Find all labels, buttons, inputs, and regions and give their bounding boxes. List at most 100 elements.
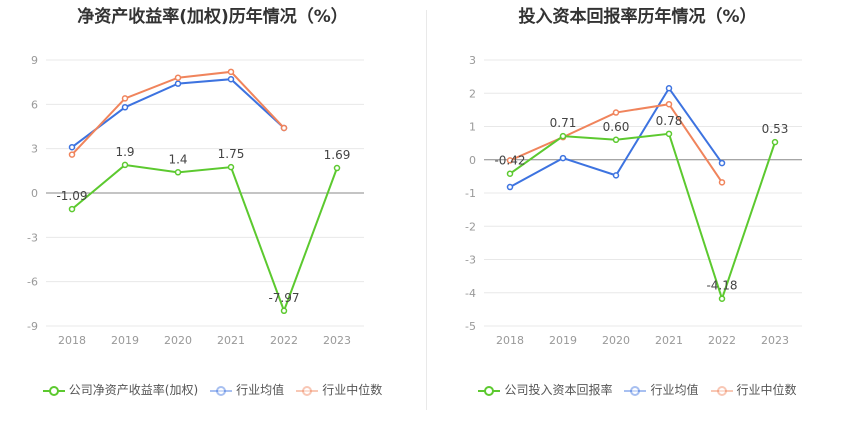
legend-swatch — [478, 385, 501, 396]
y-tick-label: 0 — [469, 154, 476, 167]
y-tick-label: -2 — [465, 220, 476, 233]
x-tick-label: 2020 — [602, 334, 630, 347]
x-tick-label: 2019 — [549, 334, 577, 347]
y-tick-label: -9 — [27, 320, 38, 333]
x-tick-label: 2020 — [164, 334, 192, 347]
legend-label: 行业均值 — [236, 383, 285, 397]
x-tick-label: 2023 — [323, 334, 351, 347]
data-point — [333, 164, 341, 172]
roe-line-chart: 9 6 3 0 -3 -6 -9 2018 2019 2020 2021 2022 2023 -1.09 1… — [27, 54, 364, 347]
legend-entry[interactable]: 公司净资产收益率(加权) — [42, 381, 199, 398]
y-tick-label: 1 — [469, 121, 476, 134]
legend-entry[interactable]: 公司投入资本回报率 — [478, 381, 612, 398]
data-point — [612, 172, 620, 179]
data-point — [280, 307, 288, 315]
y-tick-label: -3 — [27, 231, 38, 244]
roe-chart-panel: 净资产收益率(加权)历年情况（%） 9 6 3 0 -3 -6 -9 2018 2019 2020… — [0, 7, 425, 398]
data-label: 0.78 — [656, 114, 683, 128]
data-point — [121, 104, 129, 111]
data-point — [506, 183, 514, 191]
data-point — [612, 109, 620, 116]
x-tick-label: 2018 — [496, 334, 524, 347]
x-tick-label: 2021 — [655, 334, 683, 347]
legend-label: 行业均值 — [650, 383, 699, 397]
data-point — [718, 295, 726, 302]
data-label: 0.71 — [550, 116, 577, 130]
legend-swatch — [42, 385, 65, 396]
legend-entry[interactable]: 行业中位数 — [296, 381, 382, 398]
roic-chart-panel: 投入资本回报率历年情况（%） 3 2 1 0 -1 -2 -3 -4 -5 2018 2019 202… — [425, 0, 850, 437]
y-tick-label: -4 — [465, 287, 476, 300]
data-point — [559, 154, 567, 162]
data-point — [718, 159, 726, 167]
legend-label: 公司净资产收益率(加权) — [68, 383, 199, 397]
y-tick-label: -6 — [27, 276, 38, 289]
data-label: 1.69 — [324, 148, 351, 162]
y-tick-label: -3 — [465, 254, 476, 267]
data-point — [280, 124, 288, 132]
data-point — [665, 100, 673, 108]
legend-label: 行业中位数 — [736, 383, 797, 397]
chart-title: 投入资本回报率历年情况（%） — [518, 7, 757, 27]
data-point — [121, 95, 129, 102]
y-tick-label: 3 — [469, 54, 476, 67]
x-tick-label: 2022 — [270, 334, 298, 347]
data-point — [665, 85, 673, 92]
data-point — [506, 157, 514, 164]
chart-legend: 公司净资产收益率(加权) 行业均值 行业中位数 — [0, 381, 425, 398]
y-tick-label: 6 — [31, 98, 38, 111]
x-tick-label: 2023 — [761, 334, 789, 347]
data-point — [174, 74, 182, 81]
data-point — [612, 136, 620, 144]
data-point — [559, 132, 567, 140]
data-point — [227, 163, 235, 171]
legend-swatch — [710, 385, 733, 396]
legend-swatch — [624, 385, 647, 396]
legend-label: 公司投入资本回报率 — [504, 383, 613, 397]
legend-entry[interactable]: 行业均值 — [210, 381, 284, 398]
y-tick-label: -5 — [465, 320, 476, 333]
data-point — [506, 170, 514, 177]
data-point — [68, 205, 76, 213]
data-label: -0.42 — [494, 154, 525, 168]
y-tick-label: 0 — [31, 187, 38, 200]
data-label: 0.60 — [603, 120, 630, 134]
legend-entry[interactable]: 行业均值 — [624, 381, 699, 398]
data-label: -1.09 — [56, 189, 87, 203]
series-line — [71, 78, 285, 148]
roic-line-chart: 3 2 1 0 -1 -2 -3 -4 -5 2018 2019 2020 2021 2022 2023 -0… — [465, 54, 802, 347]
panel-divider — [426, 10, 427, 410]
legend-swatch — [296, 385, 319, 396]
legend-label: 行业中位数 — [322, 383, 383, 397]
data-point — [227, 68, 235, 76]
data-point — [665, 130, 673, 138]
data-point — [68, 151, 76, 158]
data-label: -4.18 — [706, 279, 737, 293]
x-tick-label: 2021 — [217, 334, 245, 347]
data-point — [718, 179, 726, 186]
y-tick-label: 9 — [31, 54, 38, 67]
data-point — [174, 80, 182, 87]
x-tick-label: 2018 — [58, 334, 86, 347]
data-point — [121, 161, 129, 169]
x-tick-label: 2022 — [708, 334, 736, 347]
chart-legend: 公司投入资本回报率 行业均值 行业中位数 — [425, 381, 850, 398]
data-point — [68, 143, 76, 151]
y-tick-label: 2 — [469, 87, 476, 100]
data-point — [771, 138, 779, 146]
data-label: 1.4 — [168, 152, 187, 166]
data-label: 0.53 — [762, 122, 789, 136]
y-tick-label: -1 — [465, 187, 476, 200]
y-tick-label: 3 — [31, 143, 38, 156]
data-label: -7.97 — [268, 291, 299, 305]
data-label: 1.9 — [115, 145, 134, 159]
legend-swatch — [210, 385, 233, 396]
legend-entry[interactable]: 行业中位数 — [710, 381, 797, 398]
data-point — [174, 169, 182, 176]
data-point — [227, 75, 235, 83]
x-tick-label: 2019 — [111, 334, 139, 347]
series-line — [71, 163, 338, 314]
series-line — [509, 132, 776, 302]
chart-title: 净资产收益率(加权)历年情况（%） — [77, 7, 348, 27]
data-label: 1.75 — [218, 147, 245, 161]
